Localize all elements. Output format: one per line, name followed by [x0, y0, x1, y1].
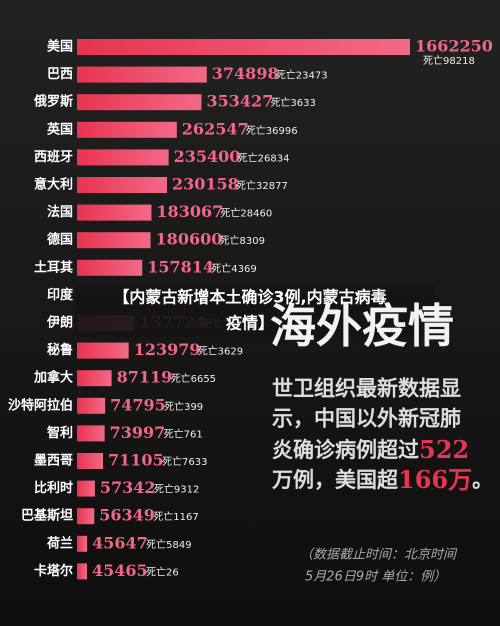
bar [77, 39, 410, 55]
category-label: 卡塔尔 [34, 563, 73, 579]
category-label: 美国 [47, 39, 73, 55]
value-label: 45647 [92, 533, 148, 552]
paragraph: 万例，美国超 [271, 467, 399, 492]
bar [77, 204, 152, 221]
category-label: 智利 [47, 425, 73, 441]
bar [77, 453, 104, 469]
category-label: 加拿大 [33, 370, 73, 386]
category-label: 英国 [46, 121, 73, 137]
death-label: 死亡5849 [146, 538, 191, 551]
value-label: 230158 [172, 175, 239, 194]
bar [77, 563, 87, 580]
bar [77, 121, 177, 138]
death-label: 死亡3633 [270, 96, 315, 109]
value-label: 1662250 [415, 37, 493, 56]
category-label: 俄罗斯 [33, 94, 73, 110]
death-label: 死亡1167 [153, 510, 198, 523]
category-label: 法国 [47, 204, 73, 220]
death-label: 死亡399 [164, 400, 203, 413]
death-label: 死亡36996 [246, 124, 298, 137]
bar [77, 149, 169, 166]
value-label: 353427 [206, 92, 273, 111]
death-label: 死亡761 [164, 427, 203, 440]
death-label: 死亡7633 [162, 455, 207, 468]
death-label: 死亡26 [146, 565, 179, 578]
note: 5月26日9时 单位：例） [305, 569, 446, 585]
death-label: 死亡26834 [238, 151, 290, 164]
highlight: 522 [419, 435, 469, 464]
value-label: 87119 [117, 368, 173, 387]
death-label: 死亡3629 [198, 345, 243, 358]
category-label: 荷兰 [46, 535, 73, 551]
death-label: 死亡8309 [220, 234, 265, 247]
death-label: 死亡98218 [423, 54, 475, 67]
category-label: 秘鲁 [47, 342, 73, 358]
bar [77, 397, 106, 414]
death-label: 死亡4369 [211, 262, 256, 275]
bar [77, 66, 207, 83]
category-label: 巴基斯坦 [21, 508, 73, 524]
note: （数据截止时间：北京时间 [300, 547, 458, 563]
paragraph: 炎确诊病例超过522 [272, 435, 469, 464]
paragraph: 示，中国以外新冠肺 [272, 406, 461, 431]
category-label: 印度 [47, 287, 74, 303]
bar [77, 370, 112, 387]
category-label: 德国 [47, 232, 73, 248]
value-label: 71105 [108, 451, 164, 470]
value-label: 56349 [99, 506, 155, 525]
death-label: 死亡23473 [276, 69, 328, 82]
bar [77, 342, 129, 359]
death-label: 死亡32877 [236, 179, 288, 192]
value-label: 157814 [147, 257, 214, 276]
bar [77, 177, 168, 193]
value-label: 74795 [110, 395, 166, 414]
bar [77, 259, 143, 276]
value-label: 45465 [92, 561, 148, 580]
death-label: 死亡9312 [154, 483, 199, 496]
bar [77, 232, 151, 249]
category-label: 西班牙 [34, 149, 73, 165]
bar [77, 535, 88, 552]
value-label: 374898 [212, 64, 279, 83]
value-label: 262547 [182, 119, 249, 138]
banner-line-1: 【内蒙古新增本土确诊3例,内蒙古病毒 [113, 288, 386, 307]
paragraph: 。 [472, 467, 493, 492]
category-label: 伊朗 [46, 315, 73, 331]
value-label: 123979 [134, 340, 201, 359]
bar [77, 94, 202, 111]
bar [77, 480, 95, 497]
value-label: 73997 [110, 423, 166, 442]
death-label: 死亡6655 [171, 372, 216, 385]
paragraph: 炎确诊病例超过 [272, 437, 419, 462]
category-label: 意大利 [34, 177, 73, 193]
value-label: 183067 [156, 202, 223, 221]
paragraph: 万例，美国超166万。 [271, 465, 493, 494]
death-label: 死亡28460 [220, 207, 272, 220]
highlight: 166万 [398, 465, 472, 494]
category-label: 巴西 [47, 67, 73, 82]
value-label: 180600 [156, 230, 223, 249]
category-label: 土耳其 [34, 259, 73, 275]
value-label: 57342 [100, 478, 156, 497]
category-label: 墨西哥 [34, 453, 73, 469]
banner-line-2: 疫情】 [226, 314, 274, 333]
value-label: 235400 [174, 147, 241, 166]
headline: 海外疫情 [270, 299, 454, 353]
category-label: 比利时 [34, 480, 73, 496]
category-label: 沙特阿拉伯 [8, 397, 73, 413]
bar [77, 425, 105, 442]
bar [77, 508, 95, 525]
paragraph: 世卫组织最新数据显 [272, 376, 461, 401]
banner-bg [75, 285, 435, 337]
